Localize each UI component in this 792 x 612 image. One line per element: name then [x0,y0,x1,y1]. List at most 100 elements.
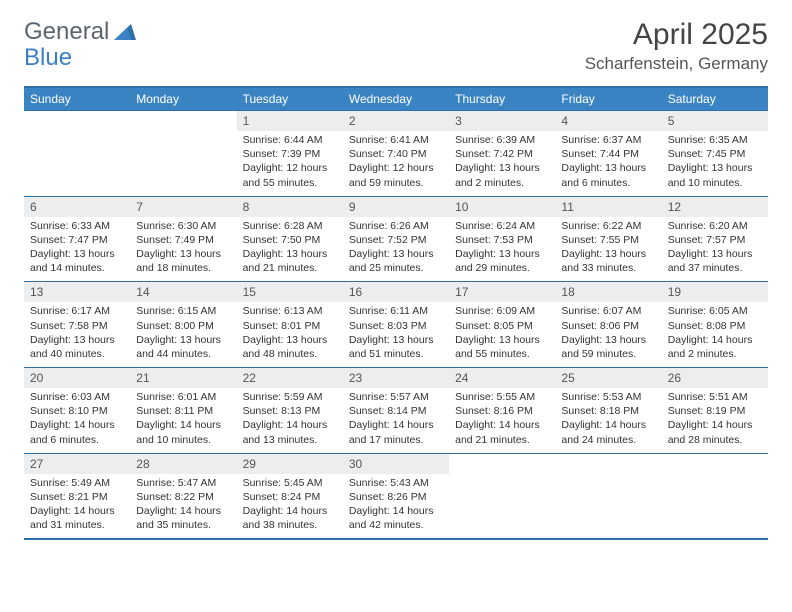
calendar-page: General April 2025 Scharfenstein, German… [0,0,792,558]
day-content-row: Sunrise: 6:03 AMSunset: 8:10 PMDaylight:… [24,388,768,453]
sunset-text: Sunset: 7:52 PM [349,233,443,247]
daylight-text: Daylight: 14 hours and 31 minutes. [30,504,124,532]
day-number: 30 [343,453,449,474]
day-number: 11 [555,196,661,217]
day-number: 13 [24,282,130,303]
daylight-text: Daylight: 13 hours and 18 minutes. [136,247,230,275]
day-cell: Sunrise: 6:44 AMSunset: 7:39 PMDaylight:… [237,131,343,196]
day-number: 23 [343,368,449,389]
daylight-text: Daylight: 14 hours and 2 minutes. [668,333,762,361]
weekday-header: Sunday [24,87,130,111]
weekday-header: Monday [130,87,236,111]
daylight-text: Daylight: 12 hours and 55 minutes. [243,161,337,189]
day-number: 29 [237,453,343,474]
sunset-text: Sunset: 8:26 PM [349,490,443,504]
day-cell: Sunrise: 6:01 AMSunset: 8:11 PMDaylight:… [130,388,236,453]
sunrise-text: Sunrise: 5:53 AM [561,390,655,404]
day-content-row: Sunrise: 6:44 AMSunset: 7:39 PMDaylight:… [24,131,768,196]
day-cell [555,474,661,540]
weekday-header: Thursday [449,87,555,111]
sunset-text: Sunset: 7:57 PM [668,233,762,247]
sunset-text: Sunset: 8:16 PM [455,404,549,418]
day-number: 8 [237,196,343,217]
page-header: General April 2025 Scharfenstein, German… [24,18,768,74]
sunrise-text: Sunrise: 6:26 AM [349,219,443,233]
day-number-row: 12345 [24,111,768,132]
sunrise-text: Sunrise: 6:39 AM [455,133,549,147]
daylight-text: Daylight: 14 hours and 10 minutes. [136,418,230,446]
day-number: 10 [449,196,555,217]
sunset-text: Sunset: 8:19 PM [668,404,762,418]
sunset-text: Sunset: 7:55 PM [561,233,655,247]
sunrise-text: Sunrise: 6:03 AM [30,390,124,404]
day-cell: Sunrise: 6:13 AMSunset: 8:01 PMDaylight:… [237,302,343,367]
day-number-row: 20212223242526 [24,368,768,389]
sunrise-text: Sunrise: 6:28 AM [243,219,337,233]
daylight-text: Daylight: 13 hours and 25 minutes. [349,247,443,275]
day-cell: Sunrise: 6:41 AMSunset: 7:40 PMDaylight:… [343,131,449,196]
sunrise-text: Sunrise: 6:17 AM [30,304,124,318]
day-cell: Sunrise: 6:39 AMSunset: 7:42 PMDaylight:… [449,131,555,196]
brand-part1: General [24,18,109,46]
day-cell: Sunrise: 5:47 AMSunset: 8:22 PMDaylight:… [130,474,236,540]
day-cell: Sunrise: 6:33 AMSunset: 7:47 PMDaylight:… [24,217,130,282]
daylight-text: Daylight: 13 hours and 6 minutes. [561,161,655,189]
sunrise-text: Sunrise: 6:09 AM [455,304,549,318]
day-number: 27 [24,453,130,474]
day-number: 28 [130,453,236,474]
sunrise-text: Sunrise: 5:45 AM [243,476,337,490]
day-number [555,453,661,474]
day-number: 19 [662,282,768,303]
day-number: 17 [449,282,555,303]
daylight-text: Daylight: 13 hours and 33 minutes. [561,247,655,275]
day-cell: Sunrise: 6:35 AMSunset: 7:45 PMDaylight:… [662,131,768,196]
daylight-text: Daylight: 13 hours and 2 minutes. [455,161,549,189]
day-cell: Sunrise: 6:11 AMSunset: 8:03 PMDaylight:… [343,302,449,367]
sunrise-text: Sunrise: 6:13 AM [243,304,337,318]
sunrise-text: Sunrise: 5:47 AM [136,476,230,490]
sunrise-text: Sunrise: 5:49 AM [30,476,124,490]
day-cell: Sunrise: 6:03 AMSunset: 8:10 PMDaylight:… [24,388,130,453]
day-number: 14 [130,282,236,303]
day-cell: Sunrise: 5:57 AMSunset: 8:14 PMDaylight:… [343,388,449,453]
day-cell: Sunrise: 6:05 AMSunset: 8:08 PMDaylight:… [662,302,768,367]
daylight-text: Daylight: 14 hours and 6 minutes. [30,418,124,446]
day-number: 16 [343,282,449,303]
daylight-text: Daylight: 14 hours and 35 minutes. [136,504,230,532]
sunset-text: Sunset: 8:13 PM [243,404,337,418]
day-number [130,111,236,132]
sunrise-text: Sunrise: 6:01 AM [136,390,230,404]
day-number: 15 [237,282,343,303]
day-cell: Sunrise: 6:30 AMSunset: 7:49 PMDaylight:… [130,217,236,282]
weekday-header: Friday [555,87,661,111]
sunset-text: Sunset: 7:49 PM [136,233,230,247]
day-cell: Sunrise: 6:28 AMSunset: 7:50 PMDaylight:… [237,217,343,282]
day-cell: Sunrise: 6:22 AMSunset: 7:55 PMDaylight:… [555,217,661,282]
day-number-row: 27282930 [24,453,768,474]
sunrise-text: Sunrise: 6:37 AM [561,133,655,147]
day-number: 21 [130,368,236,389]
day-cell: Sunrise: 6:07 AMSunset: 8:06 PMDaylight:… [555,302,661,367]
sunset-text: Sunset: 7:53 PM [455,233,549,247]
sunrise-text: Sunrise: 5:51 AM [668,390,762,404]
sunrise-text: Sunrise: 6:41 AM [349,133,443,147]
sunrise-text: Sunrise: 6:15 AM [136,304,230,318]
sunset-text: Sunset: 7:44 PM [561,147,655,161]
sunset-text: Sunset: 8:00 PM [136,319,230,333]
sunset-text: Sunset: 7:42 PM [455,147,549,161]
daylight-text: Daylight: 14 hours and 13 minutes. [243,418,337,446]
sunrise-text: Sunrise: 6:30 AM [136,219,230,233]
sunset-text: Sunset: 7:39 PM [243,147,337,161]
daylight-text: Daylight: 13 hours and 55 minutes. [455,333,549,361]
daylight-text: Daylight: 13 hours and 51 minutes. [349,333,443,361]
brand-part2: Blue [24,44,72,71]
sunset-text: Sunset: 8:05 PM [455,319,549,333]
day-number-row: 13141516171819 [24,282,768,303]
daylight-text: Daylight: 14 hours and 24 minutes. [561,418,655,446]
day-cell: Sunrise: 5:43 AMSunset: 8:26 PMDaylight:… [343,474,449,540]
sunset-text: Sunset: 8:06 PM [561,319,655,333]
sunrise-text: Sunrise: 5:57 AM [349,390,443,404]
sunset-text: Sunset: 7:40 PM [349,147,443,161]
sunrise-text: Sunrise: 6:33 AM [30,219,124,233]
day-number: 7 [130,196,236,217]
